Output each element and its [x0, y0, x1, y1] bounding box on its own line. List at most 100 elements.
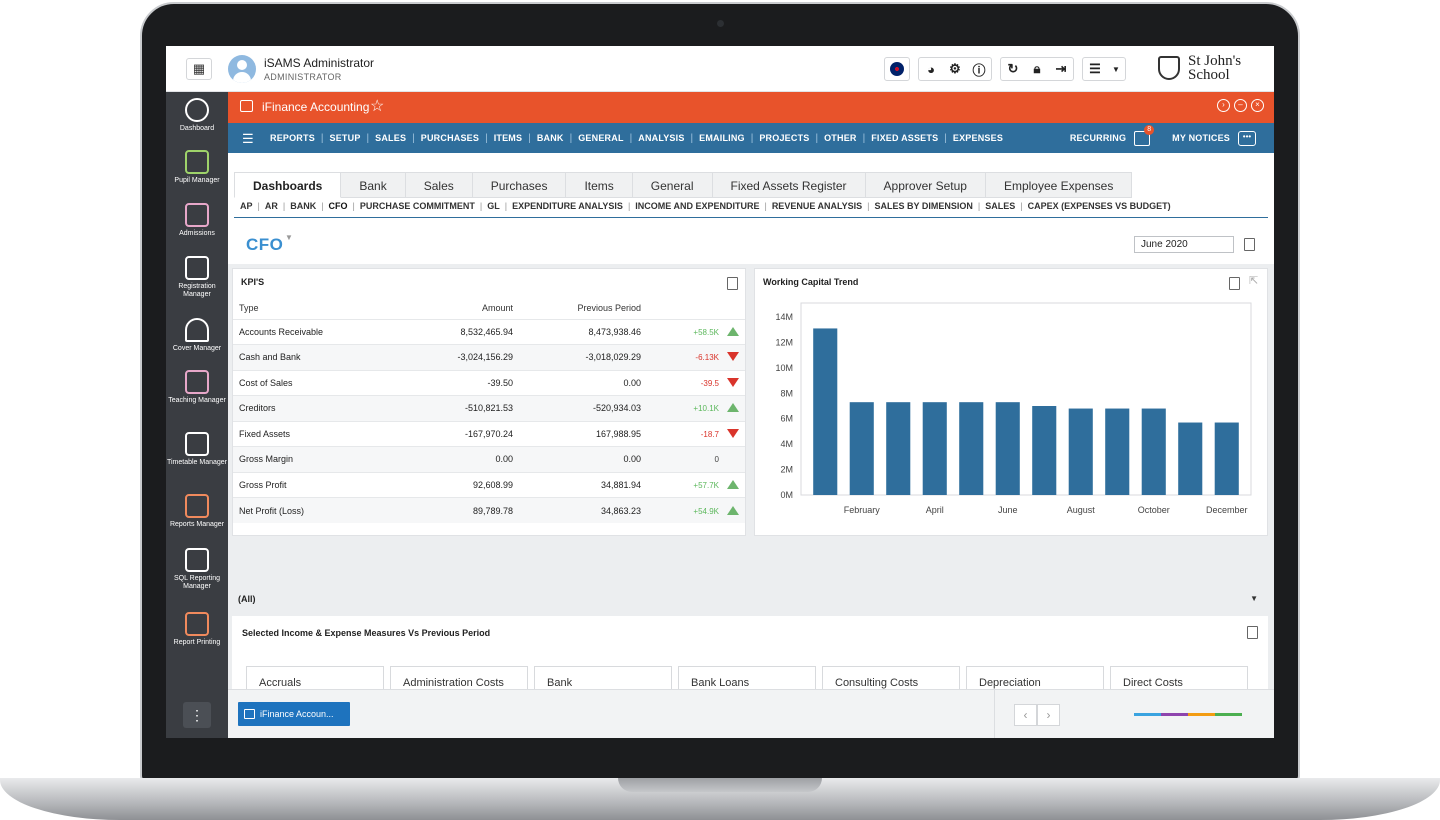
tab-purchases[interactable]: Purchases — [472, 172, 567, 198]
subnav-item[interactable]: SALES BY DIMENSION — [874, 201, 973, 211]
subnav-item[interactable]: SALES — [985, 201, 1016, 211]
language-flag-icon[interactable] — [885, 58, 909, 80]
menu-item-analysis[interactable]: ANALYSIS — [638, 133, 685, 143]
refresh-icon[interactable]: ↻ — [1007, 61, 1019, 76]
bar-june[interactable] — [995, 402, 1020, 495]
restore-icon[interactable]: › — [1217, 99, 1230, 112]
sidebar-item-cover-manager[interactable]: Cover Manager — [166, 318, 228, 353]
support-icon[interactable]: ◕ — [927, 61, 935, 77]
export-icon[interactable] — [1229, 277, 1240, 295]
tab-general[interactable]: General — [632, 172, 713, 198]
taskbar-app-button[interactable]: iFinance Accoun... — [238, 702, 350, 726]
sidebar-item-pupil-manager[interactable]: Pupil Manager — [166, 150, 228, 185]
filter-caret-icon[interactable]: ▼ — [285, 233, 293, 242]
tab-sales[interactable]: Sales — [405, 172, 473, 198]
sidebar-item-reports-manager[interactable]: Reports Manager — [166, 494, 228, 529]
chevron-down-icon[interactable]: ▼ — [1112, 64, 1120, 74]
bar-november[interactable] — [1178, 422, 1203, 495]
export-icon[interactable] — [1247, 626, 1258, 644]
bar-october[interactable] — [1141, 408, 1166, 495]
avatar[interactable] — [228, 55, 256, 83]
tab-fixed-assets-register[interactable]: Fixed Assets Register — [712, 172, 866, 198]
subnav-item[interactable]: GL — [487, 201, 500, 211]
subnav-item[interactable]: CFO — [328, 201, 348, 211]
subnav-item[interactable]: INCOME AND EXPENDITURE — [635, 201, 760, 211]
previous-page-button[interactable]: ‹ — [1014, 704, 1037, 726]
hamburger-icon[interactable]: ☰ — [242, 131, 254, 146]
subnav-item[interactable]: AP — [240, 201, 253, 211]
sidebar-item-report-printing[interactable]: Report Printing — [166, 612, 228, 647]
menu-item-setup[interactable]: SETUP — [329, 133, 361, 143]
subnav-item[interactable]: BANK — [290, 201, 317, 211]
subnav-separator: | — [504, 201, 508, 211]
export-icon[interactable] — [1244, 238, 1255, 256]
menu-item-other[interactable]: OTHER — [824, 133, 857, 143]
subnav-item[interactable]: AR — [264, 201, 278, 211]
chevron-down-icon[interactable]: ▼ — [1250, 594, 1258, 603]
recurring-link[interactable]: RECURRING — [1069, 133, 1127, 143]
bar-july[interactable] — [1032, 406, 1057, 495]
bar-december[interactable] — [1214, 422, 1239, 495]
info-icon[interactable]: ⓘ — [972, 62, 986, 78]
menu-item-expenses[interactable]: EXPENSES — [952, 133, 1004, 143]
minimize-icon[interactable]: – — [1234, 99, 1247, 112]
sidebar-item-dashboard[interactable]: Dashboard — [166, 98, 228, 133]
tab-approver-setup[interactable]: Approver Setup — [865, 172, 986, 198]
tab-bank[interactable]: Bank — [341, 172, 406, 198]
subnav-item[interactable]: CAPEX (EXPENSES VS BUDGET) — [1027, 201, 1171, 211]
subnav-item[interactable]: PURCHASE COMMITMENT — [359, 201, 475, 211]
bar-january[interactable] — [813, 328, 838, 495]
tab-dashboards[interactable]: Dashboards — [234, 172, 342, 198]
favorite-star-icon[interactable]: ☆ — [370, 98, 385, 115]
subnav-item[interactable]: REVENUE ANALYSIS — [771, 201, 863, 211]
menu-item-projects[interactable]: PROJECTS — [759, 133, 810, 143]
subnav-item[interactable]: EXPENDITURE ANALYSIS — [512, 201, 623, 211]
sidebar-item-timetable-manager[interactable]: Timetable Manager — [166, 432, 228, 467]
calendar-icon[interactable]: 8 — [1134, 124, 1155, 146]
app-title: iFinance Accounting — [262, 100, 370, 114]
list-menu-icon[interactable]: ☰ — [1089, 61, 1101, 76]
bar-february[interactable] — [849, 402, 874, 495]
my-notices-link[interactable]: MY NOTICES — [1172, 133, 1230, 143]
menu-item-purchases[interactable]: PURCHASES — [420, 133, 480, 143]
chat-bubble-icon[interactable]: ••• — [1238, 130, 1256, 146]
tab-employee-expenses[interactable]: Employee Expenses — [985, 172, 1133, 198]
more-menu-button[interactable]: ⋮ — [183, 702, 211, 728]
sidebar-item-registration-manager[interactable]: Registration Manager — [166, 256, 228, 299]
pin-icon[interactable]: ⇱ — [1249, 275, 1259, 287]
menu-item-general[interactable]: GENERAL — [578, 133, 624, 143]
bar-may[interactable] — [959, 402, 984, 495]
filter-bar[interactable]: (All) ▼ — [232, 582, 1268, 616]
logout-icon[interactable]: ⇥ — [1055, 61, 1067, 76]
column-header: Previous Period — [577, 302, 641, 313]
sidebar-item-label: SQL Reporting Manager — [173, 575, 221, 590]
export-icon[interactable] — [727, 277, 738, 295]
menu-item-reports[interactable]: REPORTS — [270, 133, 315, 143]
sidebar-item-admissions[interactable]: Admissions — [166, 203, 228, 238]
subnav-separator: | — [867, 201, 870, 211]
taskbar: iFinance Accoun... ‹ › — [228, 689, 1274, 738]
menu-item-bank[interactable]: BANK — [536, 133, 564, 143]
menu-item-emailing[interactable]: EMAILING — [699, 133, 745, 143]
y-tick-label: 12M — [775, 337, 793, 347]
menu-separator: | — [815, 132, 819, 144]
close-icon[interactable]: × — [1251, 99, 1264, 112]
menu-item-fixed-assets[interactable]: FIXED ASSETS — [871, 133, 939, 143]
period-select[interactable]: June 2020 — [1134, 236, 1234, 253]
menu-separator: | — [366, 132, 370, 144]
bar-september[interactable] — [1105, 408, 1130, 495]
app-title-bar: iFinance Accounting ☆ › – × — [228, 92, 1274, 123]
next-page-button[interactable]: › — [1037, 704, 1060, 726]
arrow-up-icon — [727, 403, 739, 413]
tab-items[interactable]: Items — [566, 172, 633, 198]
app-grid-icon[interactable]: ▦ — [186, 58, 212, 80]
menu-item-items[interactable]: ITEMS — [493, 133, 523, 143]
bar-august[interactable] — [1068, 408, 1093, 495]
menu-item-sales[interactable]: SALES — [375, 133, 407, 143]
gear-icon[interactable]: ⚙ — [949, 61, 961, 76]
bar-april[interactable] — [922, 402, 947, 495]
bar-march[interactable] — [886, 402, 911, 495]
sidebar-item-teaching-manager[interactable]: Teaching Manager — [166, 370, 228, 405]
sidebar-item-sql-reporting-manager[interactable]: SQL Reporting Manager — [166, 548, 228, 591]
lock-icon[interactable]: 🔒︎ — [1033, 61, 1041, 76]
